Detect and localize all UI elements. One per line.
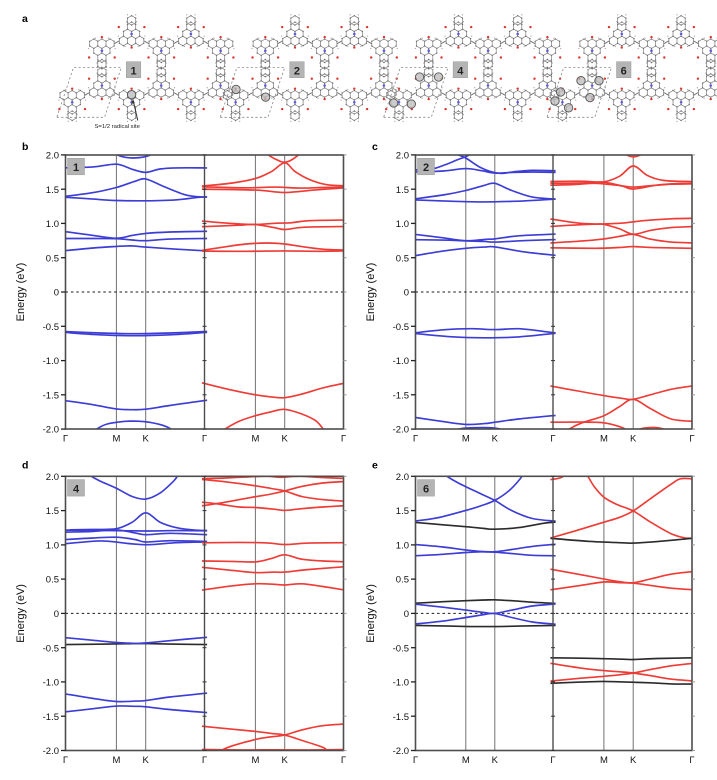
svg-text:K: K — [282, 755, 289, 766]
svg-text:K: K — [630, 434, 637, 445]
svg-text:1.0: 1.0 — [396, 541, 409, 552]
svg-text:M: M — [112, 755, 120, 766]
svg-text:4: 4 — [73, 484, 80, 496]
svg-text:Γ: Γ — [341, 434, 346, 445]
svg-text:Γ: Γ — [550, 434, 555, 445]
svg-text:Γ: Γ — [202, 434, 207, 445]
svg-text:b: b — [22, 141, 28, 153]
svg-text:Γ: Γ — [413, 434, 418, 445]
svg-text:M: M — [112, 434, 120, 445]
svg-text:1.0: 1.0 — [396, 219, 409, 230]
svg-text:K: K — [143, 434, 150, 445]
svg-text:-1.0: -1.0 — [43, 356, 59, 367]
svg-text:Γ: Γ — [689, 755, 694, 766]
svg-text:S=1/2 radical site: S=1/2 radical site — [95, 124, 141, 130]
svg-text:1: 1 — [73, 162, 79, 174]
svg-text:c: c — [372, 141, 378, 153]
svg-text:6: 6 — [423, 484, 429, 496]
svg-text:1.5: 1.5 — [396, 506, 409, 517]
svg-text:-2.0: -2.0 — [393, 425, 409, 436]
svg-text:0.5: 0.5 — [46, 575, 59, 586]
svg-text:-1.0: -1.0 — [43, 678, 59, 689]
svg-text:M: M — [251, 755, 259, 766]
svg-text:-0.5: -0.5 — [43, 643, 59, 654]
svg-text:K: K — [282, 434, 289, 445]
svg-text:-1.5: -1.5 — [43, 712, 59, 723]
svg-text:Γ: Γ — [63, 755, 68, 766]
svg-text:-2.0: -2.0 — [43, 746, 59, 757]
svg-text:-0.5: -0.5 — [393, 322, 409, 333]
svg-text:-1.0: -1.0 — [393, 678, 409, 689]
svg-text:M: M — [251, 434, 259, 445]
svg-text:Γ: Γ — [202, 755, 207, 766]
svg-text:M: M — [462, 434, 470, 445]
svg-text:-1.5: -1.5 — [43, 390, 59, 401]
svg-text:K: K — [492, 434, 499, 445]
svg-text:Energy (eV): Energy (eV) — [15, 584, 27, 643]
svg-text:1.0: 1.0 — [46, 541, 59, 552]
svg-text:Γ: Γ — [689, 434, 694, 445]
svg-text:4: 4 — [457, 65, 464, 77]
svg-text:1.5: 1.5 — [396, 185, 409, 196]
svg-text:-1.5: -1.5 — [393, 712, 409, 723]
svg-text:K: K — [492, 755, 499, 766]
svg-text:-1.5: -1.5 — [393, 390, 409, 401]
svg-text:Γ: Γ — [550, 755, 555, 766]
svg-text:-2.0: -2.0 — [43, 425, 59, 436]
svg-text:2.0: 2.0 — [46, 472, 59, 483]
svg-text:K: K — [143, 755, 150, 766]
svg-text:0: 0 — [404, 288, 409, 299]
svg-text:0.5: 0.5 — [46, 253, 59, 264]
svg-text:M: M — [462, 755, 470, 766]
svg-text:1.0: 1.0 — [46, 219, 59, 230]
svg-text:Energy (eV): Energy (eV) — [365, 263, 377, 322]
svg-text:2.0: 2.0 — [396, 151, 409, 162]
svg-text:Energy (eV): Energy (eV) — [15, 263, 27, 322]
svg-text:-0.5: -0.5 — [393, 643, 409, 654]
svg-text:-1.0: -1.0 — [393, 356, 409, 367]
svg-text:0.5: 0.5 — [396, 253, 409, 264]
svg-text:0: 0 — [404, 609, 409, 620]
svg-text:-2.0: -2.0 — [393, 746, 409, 757]
svg-text:Γ: Γ — [63, 434, 68, 445]
svg-text:M: M — [600, 755, 608, 766]
svg-text:6: 6 — [621, 65, 627, 77]
svg-text:2: 2 — [294, 65, 300, 77]
svg-text:-0.5: -0.5 — [43, 322, 59, 333]
svg-text:2.0: 2.0 — [46, 151, 59, 162]
svg-text:M: M — [600, 434, 608, 445]
svg-text:e: e — [372, 460, 378, 472]
svg-text:0.5: 0.5 — [396, 575, 409, 586]
svg-text:1.5: 1.5 — [46, 185, 59, 196]
svg-text:0: 0 — [54, 288, 59, 299]
svg-text:1.5: 1.5 — [46, 506, 59, 517]
svg-text:Γ: Γ — [413, 755, 418, 766]
svg-text:d: d — [22, 460, 28, 472]
svg-text:0: 0 — [54, 609, 59, 620]
svg-text:2.0: 2.0 — [396, 472, 409, 483]
svg-text:1: 1 — [130, 65, 136, 77]
svg-text:Energy (eV): Energy (eV) — [365, 584, 377, 643]
svg-text:a: a — [22, 13, 28, 25]
svg-text:K: K — [630, 755, 637, 766]
svg-text:Γ: Γ — [341, 755, 346, 766]
svg-text:2: 2 — [423, 162, 429, 174]
